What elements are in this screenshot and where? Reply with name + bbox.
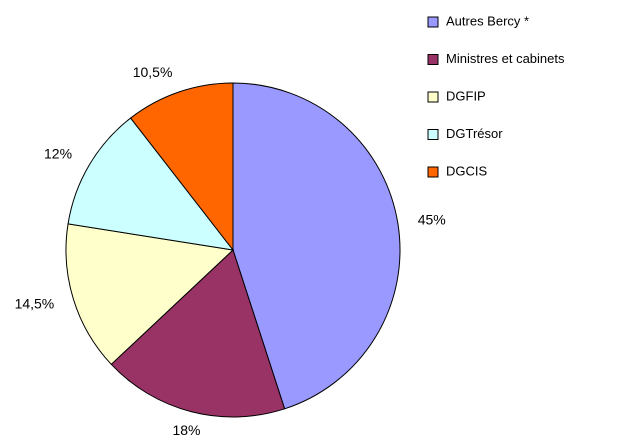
data-label: 12% <box>44 146 72 162</box>
legend-label: DGTrésor <box>446 126 503 141</box>
legend-swatch <box>427 129 439 140</box>
legend-swatch <box>427 54 439 65</box>
legend-label: Autres Bercy * <box>446 13 529 28</box>
pie-slice <box>65 223 235 366</box>
pie-slice <box>129 82 234 252</box>
data-label: 10,5% <box>133 64 173 80</box>
pie-slice <box>67 117 235 251</box>
data-label: 45% <box>418 211 446 227</box>
legend-label: Ministres et cabinets <box>446 51 565 66</box>
pie-slice <box>232 82 401 410</box>
legend-swatch <box>427 16 439 28</box>
legend-label: DGFIP <box>446 88 486 103</box>
legend-swatch <box>427 166 439 178</box>
data-label: 14,5% <box>15 296 55 312</box>
data-label: 18% <box>172 422 200 436</box>
legend-label: DGCIS <box>446 163 488 178</box>
legend-swatch <box>427 91 439 103</box>
pie-slice <box>110 249 286 418</box>
